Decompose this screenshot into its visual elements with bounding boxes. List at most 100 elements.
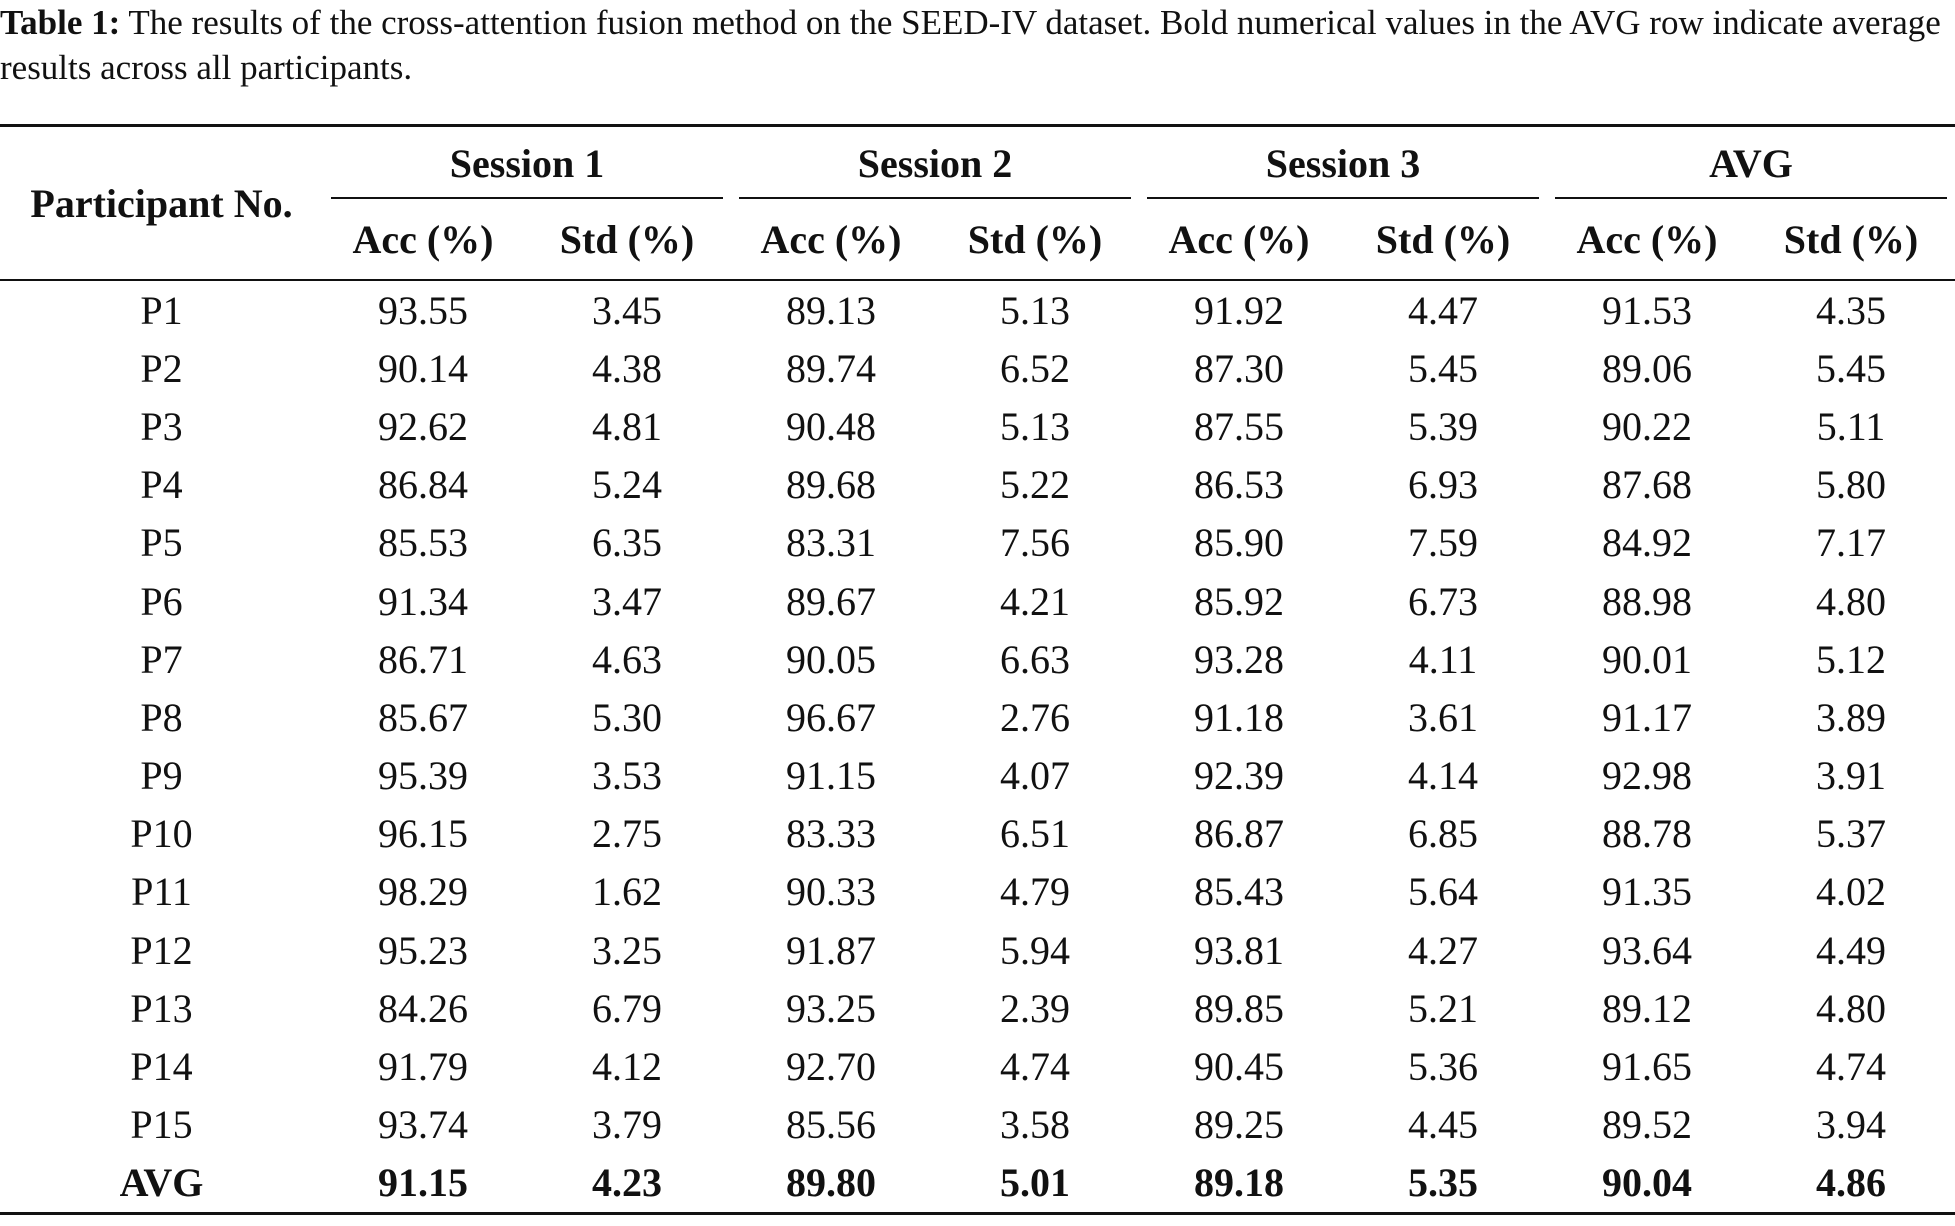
- participant-cell: P14: [130, 1044, 193, 1090]
- std-cell: 3.45: [592, 287, 662, 333]
- std-cell: 4.47: [1408, 287, 1478, 333]
- std-cell: 4.14: [1408, 753, 1478, 799]
- table-row: P14 91.79 4.12 92.70 4.74 90.45 5.36 91.65 4.74: [0, 1037, 1955, 1095]
- acc-cell: 85.92: [1194, 578, 1284, 624]
- acc-column-header: Acc (%): [1139, 199, 1339, 281]
- std-cell: 4.35: [1816, 287, 1886, 333]
- participant-cell: AVG: [0, 1153, 323, 1215]
- participant-column-header: Participant No.: [0, 124, 323, 281]
- group-underline: [1555, 197, 1948, 199]
- std-cell: 4.27: [1408, 927, 1478, 973]
- acc-cell: 91.65: [1602, 1044, 1692, 1090]
- table-row: P2 90.14 4.38 89.74 6.52 87.30 5.45 89.06 5.45: [0, 339, 1955, 397]
- table-row: P5 85.53 6.35 83.31 7.56 85.90 7.59 84.92 7.17: [0, 514, 1955, 572]
- acc-cell: 89.52: [1602, 1102, 1692, 1148]
- table-header: Participant No. Session 1 Session 2 Sess…: [0, 124, 1955, 281]
- std-column-header: Std (%): [1339, 199, 1547, 281]
- table-caption: Table 1: The results of the cross-attent…: [0, 0, 1955, 90]
- table-row: P7 86.71 4.63 90.05 6.63 93.28 4.11 90.01 5.12: [0, 630, 1955, 688]
- acc-cell: 91.92: [1194, 287, 1284, 333]
- acc-column-header: Acc (%): [323, 199, 523, 281]
- participant-cell: P4: [140, 462, 183, 508]
- table-row: P13 84.26 6.79 93.25 2.39 89.85 5.21 89.12 4.80: [0, 979, 1955, 1037]
- participant-cell: P8: [140, 694, 183, 740]
- participant-cell: P1: [140, 287, 183, 333]
- std-cell: 3.58: [1000, 1102, 1070, 1148]
- acc-cell: 86.87: [1194, 811, 1284, 857]
- acc-cell: 93.81: [1194, 927, 1284, 973]
- participant-cell: P5: [140, 520, 183, 566]
- participant-cell: P15: [130, 1102, 193, 1148]
- group-header-session-1: Session 1: [323, 124, 731, 199]
- acc-cell: 89.18: [1139, 1153, 1339, 1215]
- acc-cell: 95.23: [378, 927, 468, 973]
- std-cell: 6.51: [1000, 811, 1070, 857]
- acc-cell: 95.39: [378, 753, 468, 799]
- std-cell: 7.56: [1000, 520, 1070, 566]
- std-cell: 2.39: [1000, 985, 1070, 1031]
- std-cell: 5.21: [1408, 985, 1478, 1031]
- std-cell: 5.80: [1816, 462, 1886, 508]
- table-row: P9 95.39 3.53 91.15 4.07 92.39 4.14 92.98 3.91: [0, 747, 1955, 805]
- table-row: P1 93.55 3.45 89.13 5.13 91.92 4.47 91.53 4.35: [0, 280, 1955, 339]
- results-table: Participant No. Session 1 Session 2 Sess…: [0, 124, 1955, 1215]
- group-header-session-3: Session 3: [1139, 124, 1547, 199]
- std-cell: 5.45: [1408, 345, 1478, 391]
- acc-cell: 91.79: [378, 1044, 468, 1090]
- std-column-header: Std (%): [1747, 199, 1955, 281]
- acc-cell: 83.33: [786, 811, 876, 857]
- std-cell: 6.79: [592, 985, 662, 1031]
- acc-cell: 90.01: [1602, 636, 1692, 682]
- std-cell: 4.02: [1816, 869, 1886, 915]
- std-cell: 2.76: [1000, 694, 1070, 740]
- acc-cell: 93.25: [786, 985, 876, 1031]
- std-cell: 5.39: [1408, 403, 1478, 449]
- std-cell: 5.22: [1000, 462, 1070, 508]
- std-cell: 3.91: [1816, 753, 1886, 799]
- std-cell: 4.07: [1000, 753, 1070, 799]
- sub-header-row: Acc (%) Std (%) Acc (%) Std (%) Acc (%) …: [0, 199, 1955, 281]
- participant-cell: P11: [131, 869, 192, 915]
- std-cell: 3.47: [592, 578, 662, 624]
- acc-cell: 86.71: [378, 636, 468, 682]
- acc-cell: 91.35: [1602, 869, 1692, 915]
- acc-cell: 91.17: [1602, 694, 1692, 740]
- std-cell: 5.35: [1339, 1153, 1547, 1215]
- std-cell: 7.17: [1816, 520, 1886, 566]
- group-header-label: AVG: [1709, 140, 1793, 186]
- std-cell: 4.11: [1408, 636, 1478, 682]
- acc-cell: 84.92: [1602, 520, 1692, 566]
- std-cell: 5.12: [1816, 636, 1886, 682]
- acc-cell: 90.22: [1602, 403, 1692, 449]
- std-column-header: Std (%): [931, 199, 1139, 281]
- std-cell: 5.13: [1000, 403, 1070, 449]
- table-row: P6 91.34 3.47 89.67 4.21 85.92 6.73 88.98 4.80: [0, 572, 1955, 630]
- acc-cell: 91.34: [378, 578, 468, 624]
- acc-cell: 93.28: [1194, 636, 1284, 682]
- std-cell: 4.80: [1816, 578, 1886, 624]
- caption-text: The results of the cross-attention fusio…: [0, 3, 1941, 87]
- table-body: P1 93.55 3.45 89.13 5.13 91.92 4.47 91.53 4.35 P2…: [0, 280, 1955, 1215]
- acc-cell: 91.53: [1602, 287, 1692, 333]
- table-row: P8 85.67 5.30 96.67 2.76 91.18 3.61 91.17 3.89: [0, 688, 1955, 746]
- std-cell: 3.25: [592, 927, 662, 973]
- participant-cell: P10: [130, 811, 193, 857]
- std-cell: 3.89: [1816, 694, 1886, 740]
- std-cell: 5.01: [931, 1153, 1139, 1215]
- acc-cell: 93.64: [1602, 927, 1692, 973]
- std-cell: 6.93: [1408, 462, 1478, 508]
- table-row: P10 96.15 2.75 83.33 6.51 86.87 6.85 88.78 5.37: [0, 805, 1955, 863]
- participant-cell: P9: [140, 753, 183, 799]
- table-row: P12 95.23 3.25 91.87 5.94 93.81 4.27 93.64 4.49: [0, 921, 1955, 979]
- std-cell: 6.63: [1000, 636, 1070, 682]
- std-cell: 5.94: [1000, 927, 1070, 973]
- group-header-label: Session 1: [449, 140, 605, 186]
- std-cell: 5.45: [1816, 345, 1886, 391]
- std-cell: 5.13: [1000, 287, 1070, 333]
- acc-cell: 85.56: [786, 1102, 876, 1148]
- table-row: P3 92.62 4.81 90.48 5.13 87.55 5.39 90.22 5.11: [0, 397, 1955, 455]
- table-row: P4 86.84 5.24 89.68 5.22 86.53 6.93 87.68 5.80: [0, 456, 1955, 514]
- std-cell: 4.23: [523, 1153, 731, 1215]
- std-cell: 4.86: [1747, 1153, 1955, 1215]
- std-cell: 4.49: [1816, 927, 1886, 973]
